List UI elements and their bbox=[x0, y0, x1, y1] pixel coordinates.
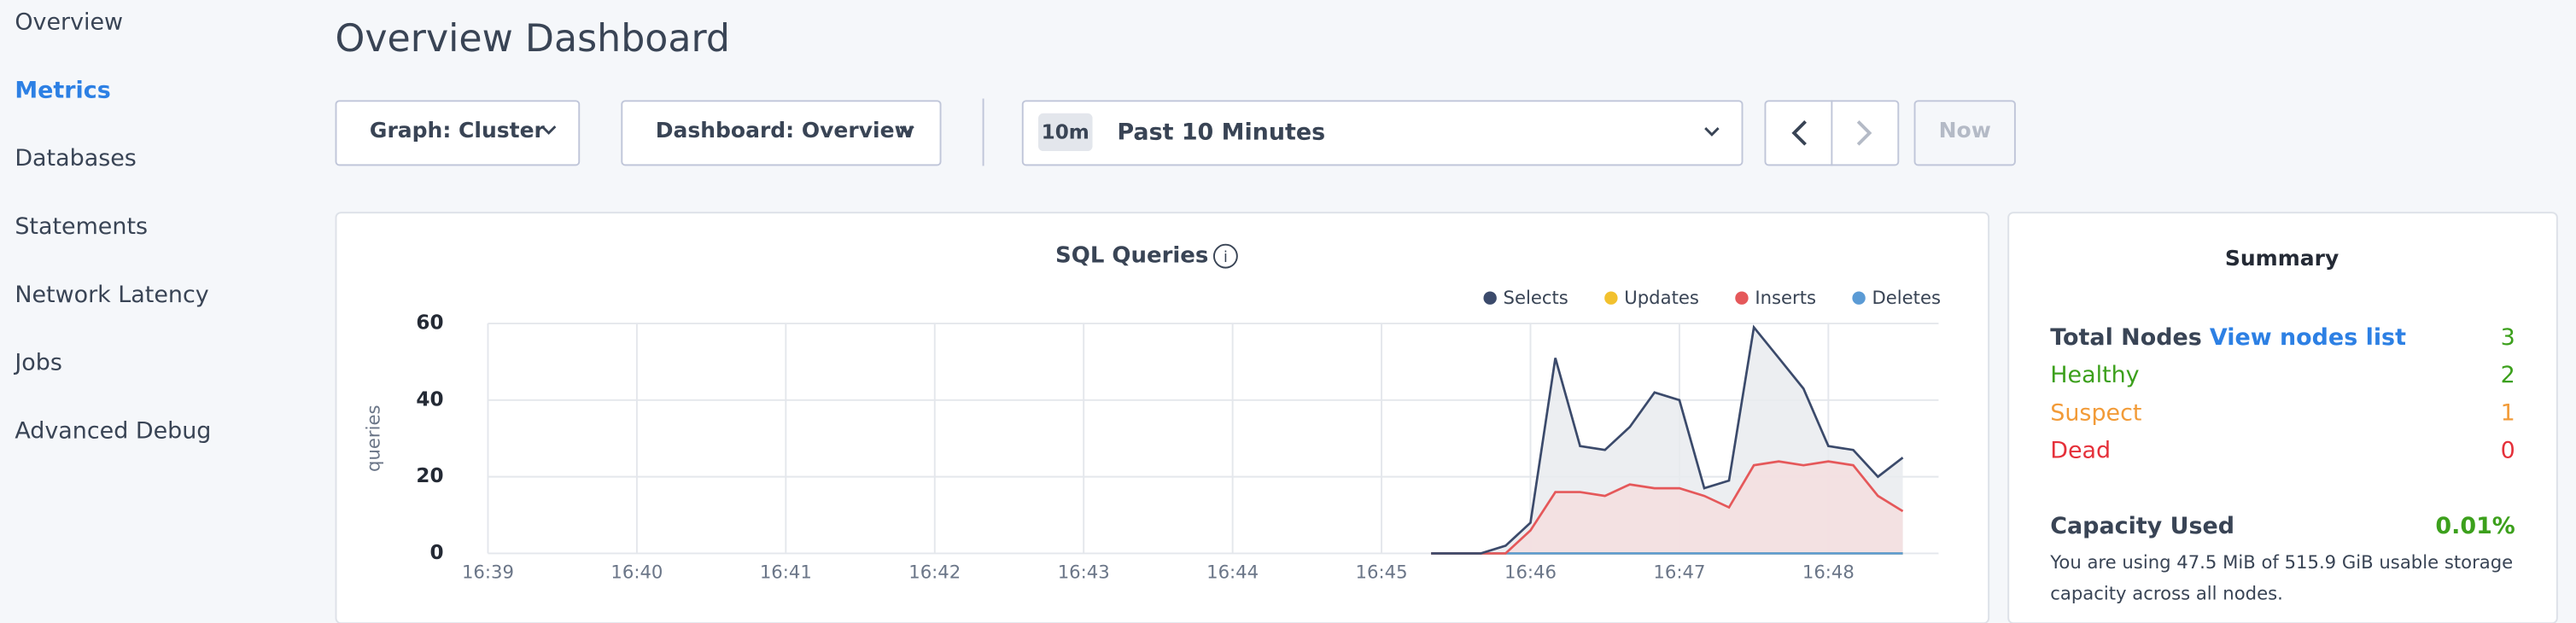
x-tick-label: 16:48 bbox=[1802, 562, 1855, 583]
legend-swatch bbox=[1604, 291, 1618, 305]
graph-label: Graph: Cluster bbox=[370, 118, 546, 143]
x-tick-label: 16:46 bbox=[1504, 562, 1557, 583]
page-title: Overview Dashboard bbox=[336, 17, 730, 61]
nodes-link[interactable]: View nodes list bbox=[2210, 324, 2406, 351]
legend-label: Updates bbox=[1624, 287, 1699, 308]
x-tick-label: 16:45 bbox=[1356, 562, 1408, 583]
legend-swatch bbox=[1483, 291, 1497, 305]
summary-title: Summary bbox=[2225, 246, 2339, 271]
status-label: Healthy bbox=[2050, 362, 2139, 388]
nav-item[interactable]: Network Latency bbox=[15, 282, 208, 308]
nav-item[interactable]: Databases bbox=[15, 145, 136, 172]
y-tick-label: 20 bbox=[416, 465, 443, 487]
x-tick-label: 16:41 bbox=[760, 562, 812, 583]
chevron bbox=[540, 125, 557, 135]
x-tick-label: 16:44 bbox=[1206, 562, 1259, 583]
total-label: Total Nodes bbox=[2050, 324, 2202, 351]
status-value: 0 bbox=[2501, 438, 2515, 464]
nav-item[interactable]: Jobs bbox=[13, 350, 62, 376]
legend-label: Inserts bbox=[1755, 287, 1816, 308]
x-tick-label: 16:42 bbox=[908, 562, 961, 583]
info-glyph: i bbox=[1224, 249, 1228, 266]
legend-swatch bbox=[1852, 291, 1866, 305]
status-value: 2 bbox=[2501, 362, 2515, 388]
prev-button[interactable] bbox=[1791, 120, 1807, 146]
total-value: 3 bbox=[2501, 324, 2515, 351]
y-axis-label: queries bbox=[363, 405, 384, 471]
nav-item[interactable]: Advanced Debug bbox=[15, 418, 211, 445]
chart-title: SQL Queries bbox=[1055, 243, 1208, 269]
graph-select[interactable] bbox=[335, 100, 581, 166]
legend-label: Selects bbox=[1504, 287, 1568, 308]
legend-swatch bbox=[1735, 291, 1749, 305]
y-tick-label: 60 bbox=[416, 312, 443, 335]
x-tick-label: 16:47 bbox=[1653, 562, 1705, 583]
info-icon[interactable] bbox=[1212, 243, 1238, 269]
nav-item[interactable]: Metrics bbox=[15, 77, 110, 103]
y-tick-label: 40 bbox=[416, 388, 443, 410]
plot: 0 20 40 60 16:39 16:40 16:41 16:42 16:43 16:44 16:… bbox=[416, 287, 1941, 582]
x-tick-label: 16:40 bbox=[610, 562, 663, 583]
y-tick-label: 0 bbox=[429, 542, 443, 564]
status-label: Dead bbox=[2050, 438, 2111, 464]
chevron bbox=[899, 125, 914, 135]
time-select[interactable] bbox=[1021, 100, 1744, 166]
nav-item[interactable]: Overview bbox=[15, 9, 123, 35]
now-label: Now bbox=[1939, 118, 1991, 143]
capacity-note: You are using 47.5 MiB of 515.9 GiB usab… bbox=[2049, 551, 2513, 573]
capacity-value: 0.01% bbox=[2435, 513, 2515, 539]
area bbox=[1431, 461, 1903, 554]
sidebar: Overview Metrics Databases Statements Networ… bbox=[13, 9, 211, 444]
line bbox=[1431, 324, 1904, 555]
dashboard-select[interactable] bbox=[621, 100, 942, 166]
time-range: Past 10 Minutes bbox=[1117, 119, 1325, 145]
capacity-label: Capacity Used bbox=[2050, 513, 2234, 539]
time-badge: 10m bbox=[1042, 121, 1089, 143]
now-button[interactable] bbox=[1913, 100, 2016, 166]
dashboard-label: Dashboard: Overview bbox=[656, 118, 914, 143]
legend-label: Deletes bbox=[1872, 287, 1941, 308]
line bbox=[1431, 460, 1904, 555]
x-tick-label: 16:39 bbox=[462, 562, 514, 583]
time-badge-bg bbox=[1038, 113, 1093, 152]
chevron bbox=[1704, 127, 1720, 137]
nav-item[interactable]: Statements bbox=[15, 213, 148, 240]
capacity-note: capacity across all nodes. bbox=[2050, 583, 2283, 604]
x-tick-label: 16:43 bbox=[1058, 562, 1110, 583]
summary-panel bbox=[2007, 212, 2558, 623]
next-button[interactable] bbox=[1856, 120, 1872, 146]
status-label: Suspect bbox=[2050, 399, 2141, 426]
node-status: Healthy 2 Suspect 1 Dead 0 bbox=[2050, 362, 2515, 464]
status-value: 1 bbox=[2501, 399, 2515, 426]
